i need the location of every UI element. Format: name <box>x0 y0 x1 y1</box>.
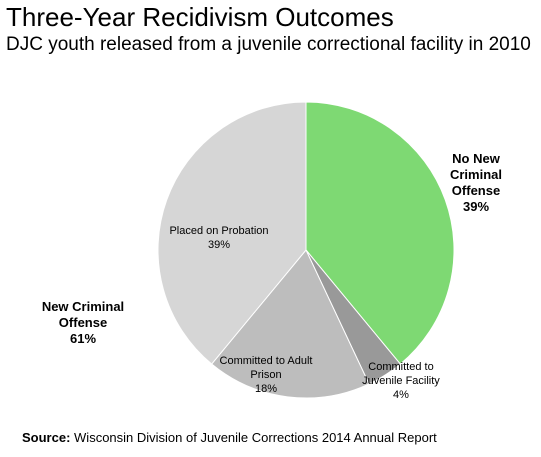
chart-title: Three-Year Recidivism Outcomes <box>6 2 394 32</box>
chart-subtitle: DJC youth released from a juvenile corre… <box>6 34 531 55</box>
pie-slice-3 <box>157 101 307 365</box>
source-note: Source: Wisconsin Division of Juvenile C… <box>22 430 437 445</box>
slice-label-2: Committed to Adult Prison 18% <box>220 355 313 395</box>
slice-label-3: Placed on Probation 39% <box>169 225 268 251</box>
source-prefix: Source: <box>22 430 71 445</box>
slice-label-0: No New Criminal Offense 39% <box>450 151 502 214</box>
pie-chart: No New Criminal Offense 39% Committed to Juve… <box>42 101 502 401</box>
group-label-0: New Criminal Offense 61% <box>42 299 124 346</box>
pie-slice-0 <box>305 101 455 365</box>
slice-label-1: Committed to Juvenile Facility 4% <box>362 361 440 401</box>
pie-slice-2 <box>210 249 370 399</box>
source-text: Wisconsin Division of Juvenile Correctio… <box>74 430 437 445</box>
